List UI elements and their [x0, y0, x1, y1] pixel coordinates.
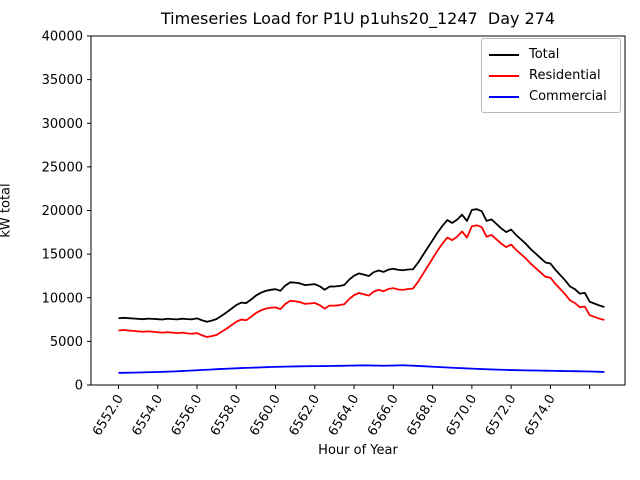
x-axis: 6552.0 6554.0 6556.0 6558.0 6560.0 6562.0 6564… [90, 385, 591, 439]
x-tick-label: 6554.0 [129, 392, 166, 439]
y-tick-label: 10000 [42, 291, 83, 306]
legend-label: Commercial [529, 89, 607, 104]
legend-line-swatch [489, 95, 519, 98]
x-tick-label: 6570.0 [443, 392, 480, 439]
legend-label: Residential [529, 68, 601, 83]
series-line-total [118, 208, 605, 323]
x-tick-label: 6558.0 [208, 392, 245, 439]
y-axis: 0 5000 10000 15000 20000 25000 30000 35000 40000 [42, 30, 91, 394]
y-tick-label: 40000 [42, 30, 83, 45]
x-tick-label: 6572.0 [483, 392, 520, 439]
x-tick-label: 6560.0 [247, 392, 284, 439]
x-tick-label: 6562.0 [286, 392, 323, 439]
series-line-residential [118, 224, 605, 338]
x-tick-label: 6566.0 [365, 392, 402, 439]
y-tick-label: 20000 [42, 204, 83, 219]
y-tick-label: 0 [75, 379, 83, 394]
x-axis-label: Hour of Year [318, 443, 398, 458]
x-tick-label: 6574.0 [522, 392, 559, 439]
legend: Total Residential Commercial [481, 38, 621, 113]
legend-label: Total [529, 47, 560, 62]
x-tick-label: 6568.0 [404, 392, 441, 439]
y-tick-label: 30000 [42, 117, 83, 132]
y-axis-label: kW total [0, 183, 14, 238]
x-tick-label: 6564.0 [326, 392, 363, 439]
x-tick-label: 6552.0 [90, 392, 127, 439]
series-line-commercial [118, 364, 605, 374]
chart-title: Timeseries Load for P1U p1uhs20_1247 Day… [160, 9, 556, 28]
legend-entry-total: Total [489, 44, 613, 65]
legend-line-swatch [489, 53, 519, 56]
y-tick-label: 15000 [42, 248, 83, 263]
y-tick-label: 25000 [42, 160, 83, 175]
legend-line-swatch [489, 74, 519, 77]
y-tick-label: 35000 [42, 73, 83, 88]
legend-entry-residential: Residential [489, 65, 613, 86]
y-tick-label: 5000 [50, 335, 83, 350]
legend-entry-commercial: Commercial [489, 86, 613, 107]
x-tick-label: 6556.0 [169, 392, 206, 439]
